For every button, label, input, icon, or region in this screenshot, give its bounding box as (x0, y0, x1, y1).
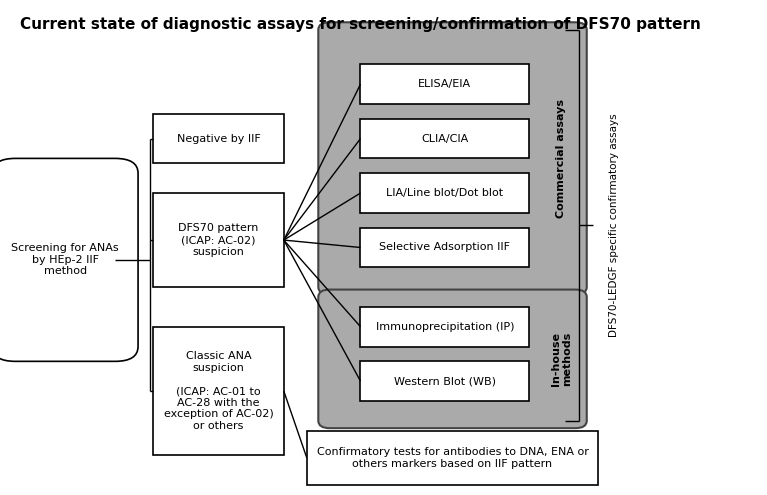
Text: DFS70 pattern
(ICAP: AC-02)
suspicion: DFS70 pattern (ICAP: AC-02) suspicion (179, 223, 258, 257)
Text: Classic ANA
suspicion

(ICAP: AC-01 to
AC-28 with the
exception of AC-02)
or oth: Classic ANA suspicion (ICAP: AC-01 to AC… (163, 351, 274, 431)
FancyBboxPatch shape (360, 307, 529, 346)
Text: Screening for ANAs
by HEp-2 IIF
method: Screening for ANAs by HEp-2 IIF method (12, 243, 119, 277)
FancyBboxPatch shape (360, 64, 529, 104)
FancyBboxPatch shape (318, 22, 587, 295)
FancyBboxPatch shape (153, 327, 284, 455)
FancyBboxPatch shape (153, 193, 284, 287)
FancyBboxPatch shape (318, 290, 587, 428)
Text: LIA/Line blot/Dot blot: LIA/Line blot/Dot blot (387, 188, 503, 198)
Text: DFS70-LEDGF specific confirmatory assays: DFS70-LEDGF specific confirmatory assays (608, 113, 619, 337)
Text: Selective Adsorption IIF: Selective Adsorption IIF (380, 243, 510, 252)
FancyBboxPatch shape (360, 173, 529, 213)
Text: CLIA/CIA: CLIA/CIA (421, 134, 469, 144)
FancyBboxPatch shape (360, 361, 529, 401)
Text: Commercial assays: Commercial assays (556, 99, 567, 218)
Text: Western Blot (WB): Western Blot (WB) (394, 376, 495, 386)
FancyBboxPatch shape (360, 119, 529, 158)
Text: Negative by IIF: Negative by IIF (176, 134, 261, 144)
Text: Immunoprecipitation (IP): Immunoprecipitation (IP) (376, 322, 514, 332)
FancyBboxPatch shape (307, 431, 598, 485)
Text: In-house
methods: In-house methods (551, 332, 572, 386)
FancyBboxPatch shape (153, 114, 284, 163)
Text: ELISA/EIA: ELISA/EIA (418, 79, 472, 89)
Text: Confirmatory tests for antibodies to DNA, ENA or
others markers based on IIF pat: Confirmatory tests for antibodies to DNA… (317, 447, 588, 469)
Text: Current state of diagnostic assays for screening/confirmation of DFS70 pattern: Current state of diagnostic assays for s… (20, 17, 701, 32)
FancyBboxPatch shape (360, 228, 529, 267)
FancyBboxPatch shape (0, 158, 138, 361)
